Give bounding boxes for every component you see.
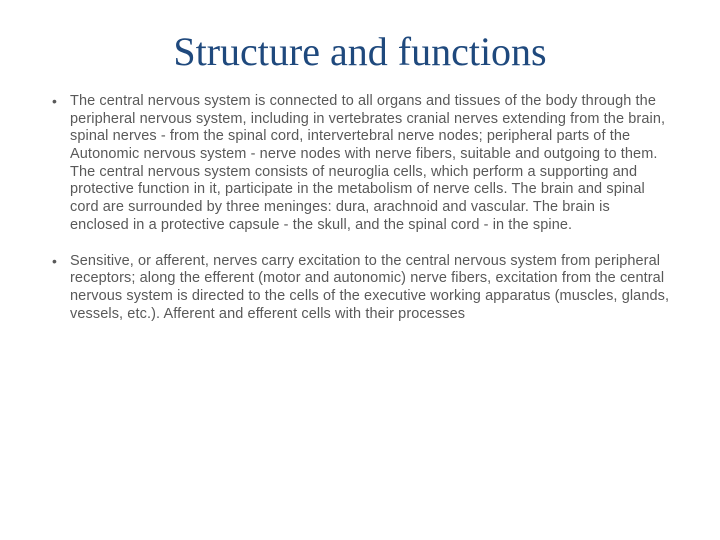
slide-title: Structure and functions [48,28,672,75]
bullet-list: The central nervous system is connected … [48,93,672,323]
list-item: The central nervous system is connected … [48,93,672,235]
slide: Structure and functions The central nerv… [0,0,720,540]
list-item: Sensitive, or afferent, nerves carry exc… [48,253,672,324]
